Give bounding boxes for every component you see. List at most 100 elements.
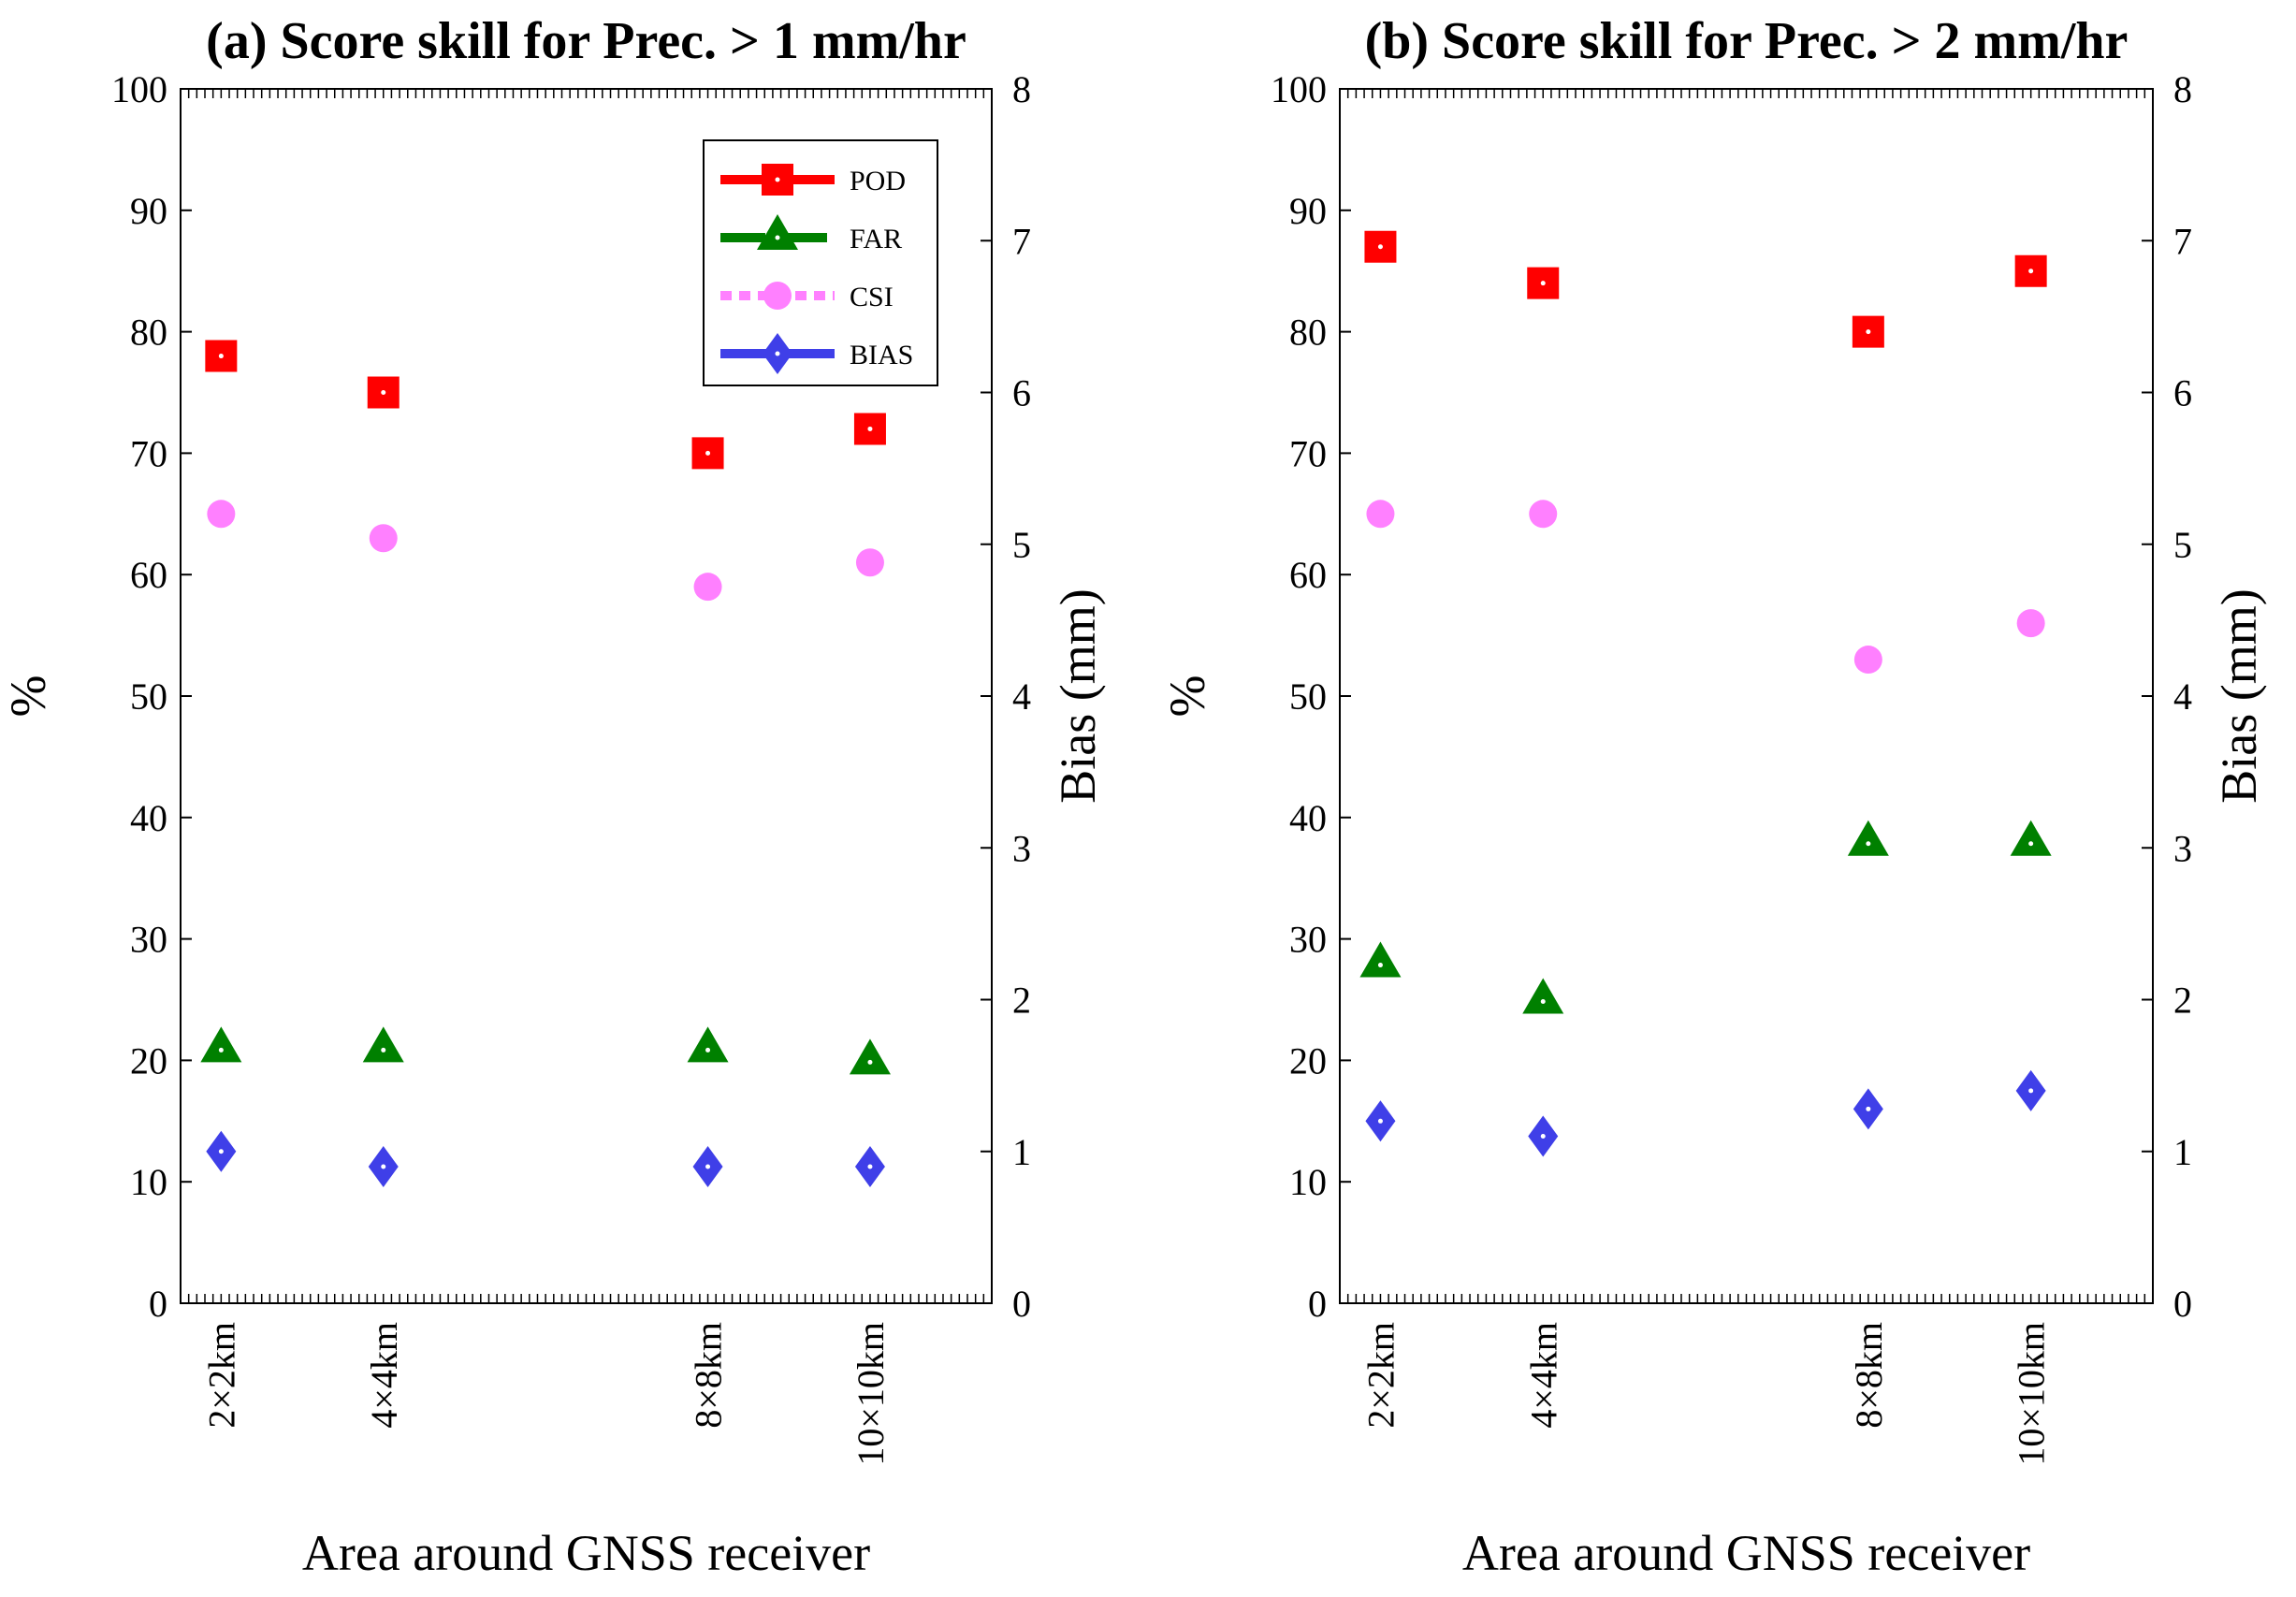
y-tick-label-a: 50 (130, 675, 167, 718)
y-tick-label-a: 100 (111, 68, 167, 110)
data-point-csi (1366, 500, 1395, 529)
data-point-csi (855, 548, 884, 577)
legend-label-far: FAR (850, 224, 902, 254)
data-point-far-center-dot (867, 1059, 873, 1065)
y-tick-label-b: 60 (1289, 554, 1327, 596)
data-point-pod-center-dot (218, 354, 224, 359)
x-category-label-b: 2×2km (1359, 1322, 1402, 1429)
data-point-bias-center-dot (1866, 1106, 1871, 1111)
y-tick-label-b: 70 (1289, 432, 1327, 474)
series-bias-a (206, 1130, 885, 1187)
x-axis-title-b: Area around GNSS receiver (1462, 1525, 2030, 1581)
chart-title-a: (a) Score skill for Prec. > 1 mm/hr (206, 12, 966, 70)
y-tick-label-a: 10 (130, 1161, 167, 1203)
data-point-far-center-dot (381, 1047, 386, 1053)
data-point-far (1522, 978, 1564, 1014)
y-tick-label-a: 40 (130, 797, 167, 839)
y2-tick-label-a: 4 (1012, 675, 1031, 718)
y-tick-label-b: 20 (1289, 1039, 1327, 1082)
legend: POD FAR CSI BIAS (703, 139, 938, 386)
y2-tick-label-b: 4 (2173, 675, 2192, 718)
data-point-bias-center-dot (2028, 1088, 2034, 1094)
data-point-csi (1853, 646, 1882, 675)
y2-tick-label-b: 7 (2173, 220, 2192, 262)
y-tick-label-b: 90 (1289, 190, 1327, 232)
series-pod-a (205, 340, 886, 470)
data-point-csi (1529, 500, 1558, 529)
y2-tick-label-a: 6 (1012, 372, 1031, 414)
legend-marker-pod-center-dot (775, 177, 780, 182)
data-point-csi (2016, 609, 2045, 638)
x-category-label-b: 10×10km (2011, 1322, 2053, 1466)
data-point-far-center-dot (1540, 999, 1546, 1004)
data-point-far-center-dot (705, 1047, 711, 1053)
data-point-far (1847, 820, 1889, 856)
y2-tick-label-b: 0 (2173, 1283, 2192, 1325)
legend-label-bias: BIAS (850, 340, 913, 370)
y-tick-label-a: 80 (130, 312, 167, 354)
y-tick-label-a: 20 (130, 1039, 167, 1082)
series-bias-b (1365, 1069, 2046, 1157)
y2-tick-label-b: 2 (2173, 980, 2192, 1022)
chart-panel-a: (a) Score skill for Prec. > 1 mm/hr 0 10 20… (0, 12, 1106, 1581)
data-point-far (362, 1026, 404, 1063)
legend-label-pod: POD (850, 166, 906, 196)
data-point-far-center-dot (1377, 963, 1383, 968)
data-point-bias-center-dot (218, 1149, 224, 1154)
legend-marker-far (757, 214, 798, 250)
legend-label-csi: CSI (850, 282, 894, 312)
y2-tick-label-a: 2 (1012, 980, 1031, 1022)
legend-marker-bias-center-dot (775, 351, 780, 356)
y2-tick-label-b: 3 (2173, 827, 2192, 869)
data-point-pod-center-dot (1377, 244, 1383, 250)
x-category-label-a: 2×2km (200, 1322, 242, 1429)
data-point-csi (207, 500, 236, 529)
y-axis-title-a: % (0, 675, 56, 718)
y-axis-title-b: % (1159, 675, 1215, 718)
data-point-csi (369, 524, 398, 553)
data-point-bias-center-dot (381, 1164, 386, 1169)
data-point-bias-center-dot (1540, 1134, 1546, 1140)
y2-tick-label-a: 0 (1012, 1283, 1031, 1325)
data-point-pod-center-dot (1866, 329, 1871, 335)
x-axis-title-a: Area around GNSS receiver (302, 1525, 870, 1581)
data-point-far (849, 1038, 891, 1075)
data-point-pod-center-dot (1540, 281, 1546, 286)
x-category-label-a: 4×4km (363, 1322, 405, 1429)
data-point-far (2010, 820, 2052, 856)
data-point-far (200, 1026, 242, 1063)
data-point-csi (693, 573, 722, 602)
y-tick-label-a: 30 (130, 919, 167, 961)
data-point-bias-center-dot (867, 1164, 873, 1169)
y2-axis-title-a: Bias (mm) (1050, 588, 1106, 803)
data-point-pod-center-dot (381, 390, 386, 395)
data-point-far-center-dot (218, 1047, 224, 1053)
x-category-label-b: 4×4km (1522, 1322, 1564, 1429)
chart-title-b: (b) Score skill for Prec. > 2 mm/hr (1365, 12, 2129, 70)
y2-tick-label-a: 5 (1012, 524, 1031, 566)
y-tick-label-b: 50 (1289, 675, 1327, 718)
y-tick-label-b: 100 (1271, 68, 1327, 110)
data-point-bias-center-dot (705, 1164, 711, 1169)
y2-axis-title-b: Bias (mm) (2211, 588, 2267, 803)
y-tick-label-b: 10 (1289, 1161, 1327, 1203)
x-category-label-a: 8×8km (688, 1322, 730, 1429)
x-category-label-b: 8×8km (1848, 1322, 1890, 1429)
legend-marker-far-center-dot (775, 235, 780, 240)
chart-panel-b: (b) Score skill for Prec. > 2 mm/hr 0 10 20… (1159, 12, 2267, 1581)
x-category-label-a: 10×10km (850, 1322, 892, 1466)
y2-tick-label-a: 1 (1012, 1131, 1031, 1173)
series-pod-b (1364, 230, 2047, 348)
legend-marker-csi (763, 282, 792, 310)
series-far-a (200, 1026, 891, 1075)
y-tick-label-a: 60 (130, 554, 167, 596)
series-csi-a (207, 500, 884, 602)
series-csi-b (1366, 500, 2045, 675)
y2-tick-label-a: 7 (1012, 220, 1031, 262)
y2-tick-label-b: 6 (2173, 372, 2192, 414)
y2-tick-label-b: 1 (2173, 1131, 2192, 1173)
y-tick-label-b: 40 (1289, 797, 1327, 839)
y2-tick-label-b: 8 (2173, 68, 2192, 110)
y2-tick-label-b: 5 (2173, 524, 2192, 566)
